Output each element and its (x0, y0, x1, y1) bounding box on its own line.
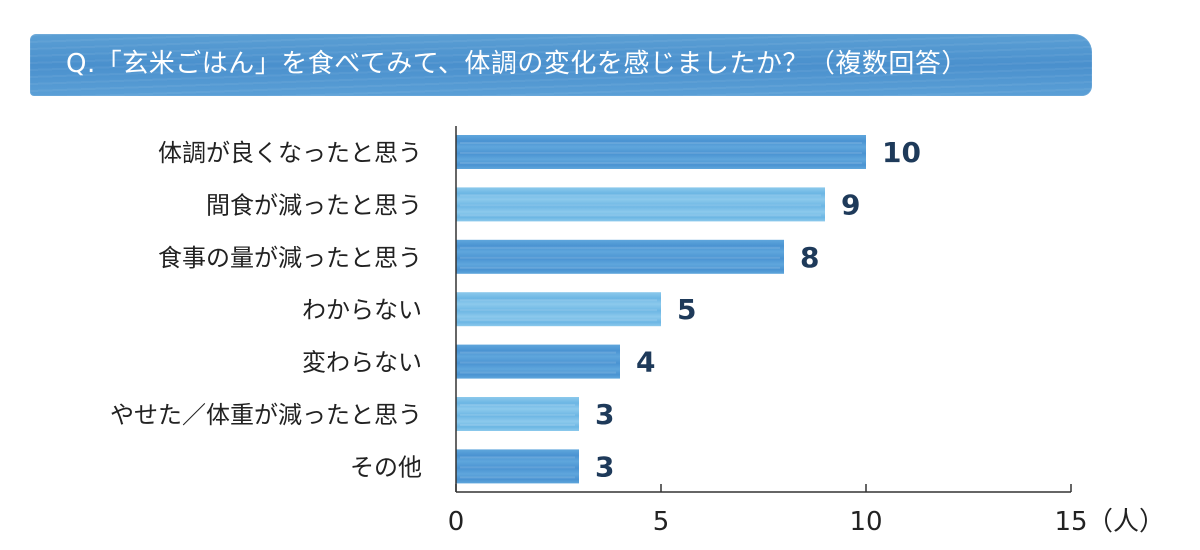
value-label-4: 5 (677, 293, 696, 326)
bar-1-streak (460, 142, 862, 144)
bar-4-streak (460, 299, 657, 302)
bar-3 (456, 239, 784, 274)
category-label-4: わからない (302, 296, 422, 324)
category-label-3: 食事の量が減ったと思う (158, 244, 422, 272)
x-tick-label-0: 0 (448, 507, 465, 537)
value-label-7: 3 (595, 450, 614, 483)
bar-6-streak (460, 424, 575, 426)
axis-layer: 0 5 10 15 （人） (448, 126, 1165, 537)
value-label-5: 4 (636, 346, 655, 379)
bar-5-streak (460, 361, 616, 364)
category-label-2: 間食が減ったと思う (206, 191, 422, 219)
bar-3-streak (460, 246, 780, 249)
bar-5-streak (460, 371, 616, 374)
bar-4-streak (460, 319, 657, 322)
x-unit-label: （人） (1087, 507, 1165, 537)
category-label-1: 体調が良くなったと思う (158, 139, 422, 167)
x-tick-label-10: 10 (849, 507, 882, 537)
chart-title: Q.「玄米ごはん」を食べてみて、体調の変化を感じましたか？（複数回答） (66, 49, 968, 79)
bar-6-streak (460, 414, 575, 416)
bar-2-streak (460, 214, 821, 217)
bar-7-streak (460, 476, 575, 479)
category-label-7: その他 (350, 453, 422, 481)
title-banner: Q.「玄米ごはん」を食べてみて、体調の変化を感じましたか？（複数回答） (30, 34, 1092, 96)
bar-4 (456, 292, 661, 327)
value-label-1: 10 (882, 136, 921, 169)
bar-2 (456, 187, 825, 222)
bar-3-streak (460, 266, 780, 269)
bar-7 (456, 449, 579, 484)
value-label-3: 8 (800, 241, 819, 274)
x-tick-label-15: 15 (1054, 507, 1087, 537)
bar-6-streak (460, 404, 575, 406)
bar-7-streak (460, 466, 575, 469)
bars-layer (456, 135, 866, 484)
bar-7-streak (460, 456, 575, 459)
value-label-2: 9 (841, 188, 860, 221)
bar-5-streak (460, 351, 616, 354)
x-tick-label-5: 5 (653, 507, 670, 537)
bar-1 (456, 135, 866, 169)
category-label-6: やせた／体重が減ったと思う (110, 401, 422, 429)
bar-5 (456, 344, 620, 379)
bar-2-streak (460, 204, 821, 207)
bar-3-streak (460, 256, 780, 259)
bar-4-streak (460, 309, 657, 312)
bar-1-streak (460, 152, 862, 154)
bar-1-streak (460, 162, 862, 164)
category-label-5: 変わらない (302, 349, 422, 377)
value-label-6: 3 (595, 398, 614, 431)
labels-layer: 体調が良くなったと思う 10 間食が減ったと思う 9 食事の量が減ったと思う 8 わからない… (110, 136, 921, 483)
bar-2-streak (460, 194, 821, 197)
bar-6 (456, 397, 579, 431)
